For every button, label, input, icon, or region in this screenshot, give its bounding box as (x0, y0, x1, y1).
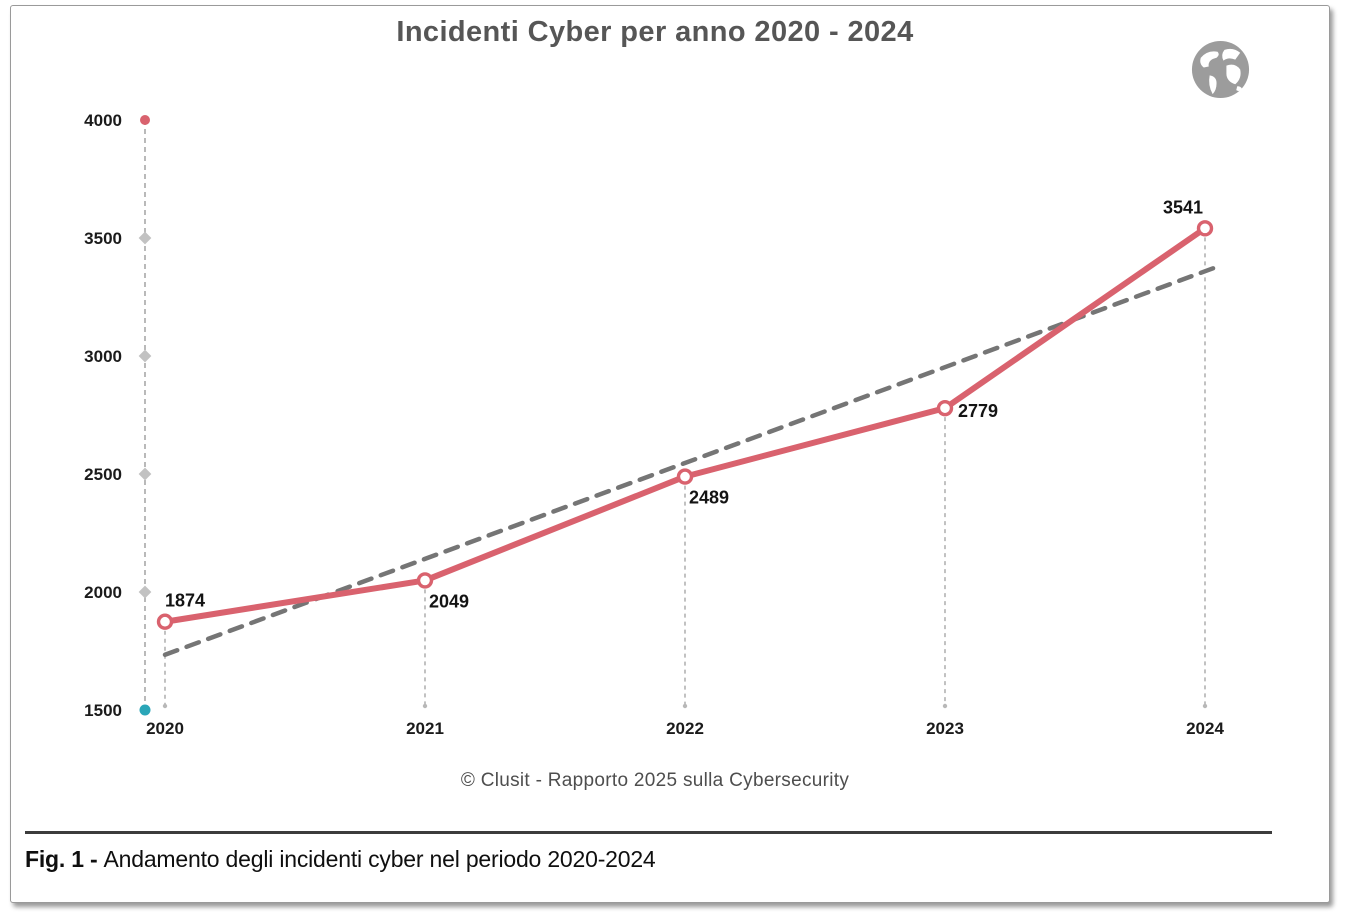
y-tick-label: 3000 (84, 347, 122, 366)
data-point-label: 2489 (689, 488, 729, 508)
figure-caption-text: Andamento degli incidenti cyber nel peri… (103, 846, 656, 872)
y-tick-label: 1500 (84, 701, 122, 720)
figure-border (10, 5, 1330, 903)
dropline-end-dot (162, 703, 168, 709)
source-note: © Clusit - Rapporto 2025 sulla Cybersecu… (460, 770, 850, 791)
data-point-marker (156, 613, 174, 630)
dropline-end-dot (422, 703, 428, 709)
series-line (162, 225, 1208, 625)
figure-caption: Fig. 1 - Andamento degli incidenti cyber … (25, 846, 656, 873)
figure-caption-prefix: Fig. 1 - (25, 846, 98, 872)
y-tick-label: 2000 (84, 583, 122, 602)
y-tick-diamond (138, 467, 152, 481)
x-tick-label: 2024 (1186, 719, 1224, 738)
caption-divider (25, 831, 1272, 834)
y-tick-label: 4000 (84, 111, 122, 130)
y-axis-bottom-dot (139, 704, 151, 716)
globe-icon (1191, 40, 1250, 99)
y-tick-diamond (138, 349, 152, 363)
data-point-label: 3541 (1163, 197, 1203, 217)
data-point-label: 2779 (958, 401, 998, 421)
trend-line (162, 263, 1222, 658)
chart-title: Incidenti Cyber per anno 2020 - 2024 (396, 16, 914, 48)
x-tick-label: 2020 (146, 719, 184, 738)
x-tick-label: 2022 (666, 719, 704, 738)
y-tick-diamond (138, 585, 152, 599)
data-point-marker (936, 399, 954, 417)
data-point-marker (676, 468, 694, 485)
data-point-marker (1196, 220, 1214, 237)
data-point-label: 1874 (165, 591, 205, 611)
data-point-label: 2049 (429, 591, 469, 611)
dropline-end-dot (682, 703, 688, 709)
x-tick-label: 2021 (406, 719, 444, 738)
y-tick-label: 2500 (84, 465, 122, 484)
dropline-end-dot (942, 703, 948, 709)
dropline-end-dot (1202, 703, 1208, 709)
data-point-marker (416, 572, 434, 589)
y-tick-diamond (138, 231, 152, 245)
y-axis-top-dot (140, 115, 150, 125)
y-tick-label: 3500 (84, 229, 122, 248)
x-tick-label: 2023 (926, 719, 964, 738)
